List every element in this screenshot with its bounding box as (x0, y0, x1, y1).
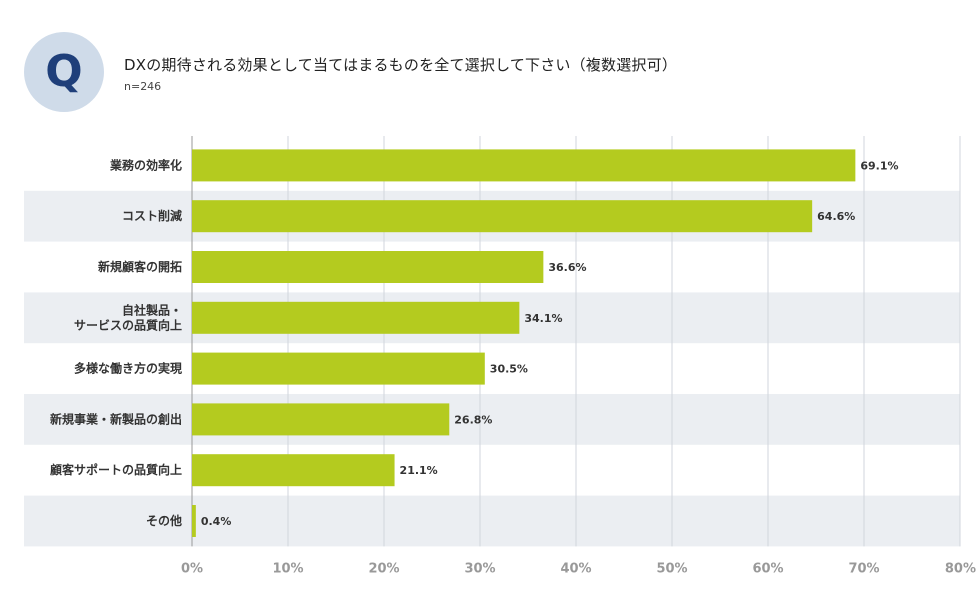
bar (192, 251, 544, 283)
value-label: 34.1% (524, 312, 562, 325)
category-label: コスト削減 (122, 208, 182, 223)
value-label: 64.6% (817, 210, 855, 223)
bar (192, 149, 856, 182)
q-letter: Q (45, 46, 83, 97)
bar (192, 454, 395, 487)
x-tick-label: 30% (464, 561, 495, 576)
value-label: 36.6% (548, 261, 586, 274)
value-label: 30.5% (490, 363, 528, 376)
category-label: 業務の効率化 (109, 157, 182, 172)
category-label: 顧客サポートの品質向上 (50, 462, 182, 477)
row-band (24, 394, 960, 445)
question-title: DXの期待される効果として当てはまるものを全て選択して下さい（複数選択可） (124, 56, 678, 74)
bar (192, 403, 450, 436)
value-label: 26.8% (454, 413, 492, 426)
x-tick-label: 70% (848, 561, 879, 576)
x-tick-label: 40% (560, 561, 591, 576)
value-label: 21.1% (400, 464, 438, 477)
category-label: 新規顧客の開拓 (98, 259, 182, 274)
x-tick-label: 0% (181, 561, 203, 576)
bar (192, 352, 485, 385)
sample-size: n=246 (124, 80, 162, 93)
value-label: 69.1% (860, 159, 898, 172)
category-label: 多様な働き方の実現 (74, 361, 182, 376)
value-label: 0.4% (201, 515, 232, 528)
x-tick-label: 10% (272, 561, 303, 576)
category-label: 自社製品・サービスの品質向上 (74, 302, 182, 332)
x-tick-label: 80% (945, 561, 976, 576)
bar (192, 200, 813, 233)
category-label: その他 (146, 513, 182, 528)
bar (192, 505, 196, 537)
x-tick-label: 60% (752, 561, 783, 576)
q-badge: Q (24, 32, 104, 112)
x-tick-label: 50% (656, 561, 687, 576)
bar (192, 301, 520, 334)
row-band (24, 495, 960, 547)
x-tick-label: 20% (368, 561, 399, 576)
category-label: 新規事業・新製品の創出 (50, 411, 182, 426)
